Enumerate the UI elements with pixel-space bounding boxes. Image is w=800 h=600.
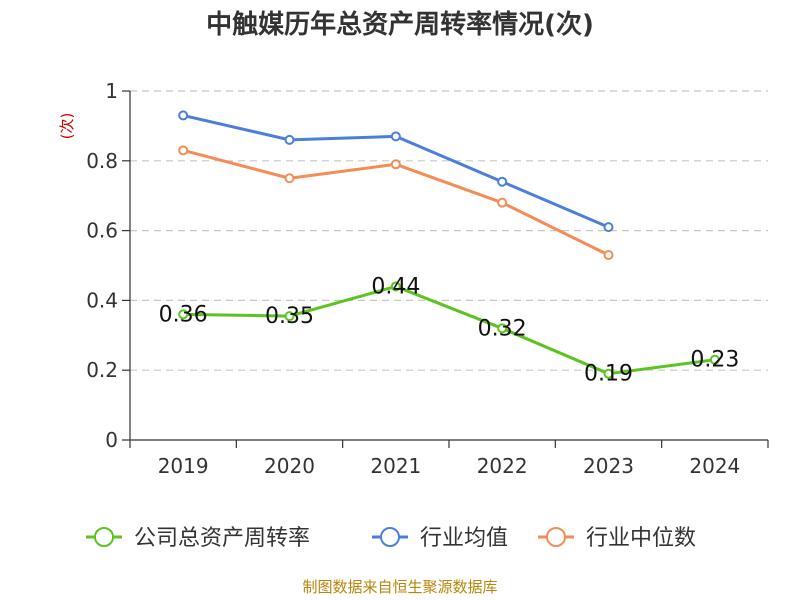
series-2: [178, 145, 614, 261]
y-tick-label: 0.2: [86, 358, 118, 382]
data-point: [284, 311, 295, 322]
data-label: 0.35: [265, 304, 314, 329]
y-tick-labels: 0 0.2 0.4 0.6 0.8 1: [86, 79, 118, 452]
legend-item[interactable]: 行业均值: [372, 526, 508, 551]
x-tick-labels: 2019 2020 2021 2022 2023 2024: [158, 454, 741, 478]
series-group: 0.36 0.35 0.44 0.32 0.19 0.23: [159, 110, 740, 387]
x-tick-label: 2020: [264, 454, 315, 478]
legend-marker: [94, 527, 114, 547]
chart-title: 中触媒历年总资产周转率情况(次): [206, 9, 594, 40]
data-point: [709, 354, 720, 365]
series-1: [178, 110, 614, 233]
data-point: [178, 145, 189, 156]
data-point: [603, 250, 614, 261]
gridlines: [130, 90, 768, 371]
x-tick-label: 2022: [477, 454, 528, 478]
y-axis-label: (次): [58, 113, 76, 140]
data-point: [178, 110, 189, 121]
y-tick-label: 0.6: [86, 219, 118, 243]
y-tick-label: 0: [105, 428, 118, 452]
series-line: [183, 284, 716, 376]
legend-label: 行业中位数: [586, 526, 696, 551]
data-label: 0.44: [371, 274, 420, 299]
data-point: [497, 323, 508, 334]
legend-marker: [380, 527, 400, 547]
data-label: 0.32: [478, 316, 527, 341]
data-point: [497, 197, 508, 208]
data-point: [390, 281, 401, 292]
x-tick-label: 2019: [158, 454, 209, 478]
data-point: [284, 134, 295, 145]
data-point: [284, 173, 295, 184]
data-label: 0.23: [690, 348, 739, 373]
legend-marker: [546, 527, 566, 547]
y-tick-label: 0.8: [86, 149, 118, 173]
x-tick-label: 2021: [370, 454, 421, 478]
data-point: [497, 176, 508, 187]
data-point: [178, 309, 189, 320]
data-label: 0.36: [159, 302, 208, 327]
y-tick-label: 0.4: [86, 288, 118, 312]
source-note: 制图数据来自恒生聚源数据库: [302, 578, 497, 596]
x-tick-label: 2023: [583, 454, 634, 478]
axes: [122, 90, 769, 448]
data-point: [390, 131, 401, 142]
legend-label: 行业均值: [420, 526, 508, 551]
legend-item[interactable]: 行业中位数: [538, 526, 696, 551]
data-point: [603, 368, 614, 379]
x-tick-label: 2024: [689, 454, 740, 478]
legend[interactable]: 公司总资产周转率 行业均值 行业中位数: [86, 526, 696, 551]
data-point: [390, 159, 401, 170]
legend-label: 公司总资产周转率: [134, 526, 310, 551]
legend-item[interactable]: 公司总资产周转率: [86, 526, 310, 551]
data-label: 0.19: [584, 362, 633, 387]
data-point: [603, 222, 614, 233]
series-0: 0.36 0.35 0.44 0.32 0.19 0.23: [159, 274, 740, 386]
y-tick-label: 1: [105, 79, 118, 103]
